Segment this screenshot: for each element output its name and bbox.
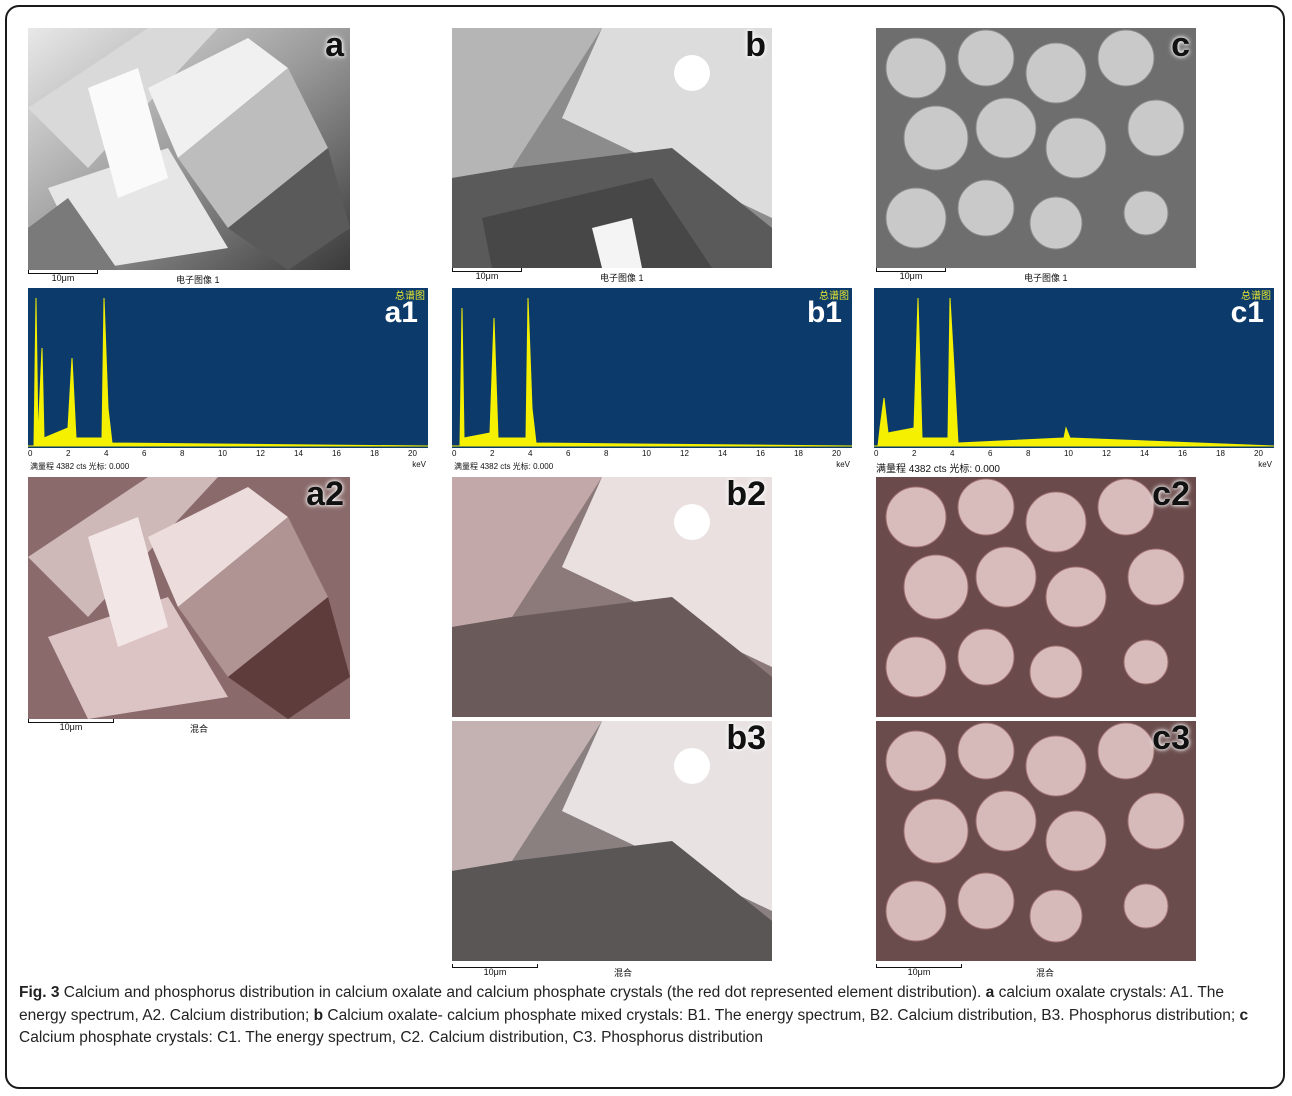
scale-bar-a2: 10μm (28, 719, 114, 733)
x-tick-c1: 0 (874, 449, 879, 458)
x-tick-b1: 14 (718, 449, 727, 458)
x-tick-b1: 0 (452, 449, 457, 458)
x-tick-a1: 18 (370, 449, 379, 458)
x-tick-c1: 10 (1064, 449, 1073, 458)
x-axis-a1: 0 2 4 6 8 10 12 14 16 18 20 (28, 449, 428, 459)
image-caption-b3: 混合 (614, 968, 633, 978)
spectrum-label-a1: a1 (384, 296, 418, 329)
scale-bar-a: 10μm (28, 270, 98, 284)
image-caption-a2: 混合 (190, 724, 209, 734)
x-tick-a1: 14 (294, 449, 303, 458)
scale-bar-c: 10μm (876, 268, 946, 282)
sem-image-a2: a2 (28, 477, 350, 719)
x-tick-b1: 16 (756, 449, 765, 458)
spectrum-c1: 总谱图 c1 0 2 4 6 8 10 12 14 16 18 20 满量程 4382 cts 光标… (874, 288, 1274, 475)
image-caption-c3: 混合 (1036, 968, 1055, 978)
x-tick-a1: 0 (28, 449, 33, 458)
spectrum-label-c1: c1 (1230, 296, 1264, 329)
x-tick-c1: 18 (1216, 449, 1225, 458)
status-a1: 满量程 4382 cts 光标: 0.000 (30, 462, 130, 471)
panel-label-a2: a2 (306, 477, 344, 513)
x-tick-b1: 12 (680, 449, 689, 458)
scale-bar-c3: 10μm (876, 964, 962, 978)
figure-number: Fig. 3 (19, 984, 60, 1001)
spectrum-peaks-b1 (452, 297, 852, 447)
spectrum-label-b1: b1 (806, 296, 842, 329)
sem-image-b: b (452, 28, 772, 268)
x-tick-c1: 2 (912, 449, 917, 458)
x-tick-b1: 4 (528, 449, 533, 458)
x-tick-b1: 6 (566, 449, 571, 458)
x-tick-a1: 12 (256, 449, 265, 458)
x-axis-b1: 0 2 4 6 8 10 12 14 16 18 20 (452, 449, 852, 459)
x-tick-c1: 14 (1140, 449, 1149, 458)
sem-image-b2: b2 (452, 477, 772, 717)
spectrum-peaks-c1 (874, 297, 1274, 447)
sem-image-a: a (28, 28, 350, 270)
scale-bar-b3: 10μm (452, 964, 538, 978)
x-tick-a1: 10 (218, 449, 227, 458)
panel-label-a: a (325, 28, 344, 64)
x-tick-b1: 2 (490, 449, 495, 458)
spectrum-peaks-a1 (28, 297, 428, 447)
sem-image-b3: b3 (452, 721, 772, 961)
status-b1: 满量程 4382 cts 光标: 0.000 (454, 462, 554, 471)
x-tick-a1: 20 (408, 449, 417, 458)
x-tick-c1: 12 (1102, 449, 1111, 458)
figure-caption: Fig. 3 Calcium and phosphorus distributi… (19, 984, 1249, 1046)
image-caption-c: 电子图像 1 (1024, 273, 1068, 283)
panel-label-c3: c3 (1152, 721, 1190, 757)
x-tick-c1: 20 (1254, 449, 1263, 458)
status-c1: 满量程 4382 cts 光标: 0.000 (876, 464, 1000, 475)
image-caption-b: 电子图像 1 (600, 273, 644, 283)
x-tick-b1: 18 (794, 449, 803, 458)
x-tick-a1: 4 (104, 449, 109, 458)
panel-label-c2: c2 (1152, 477, 1190, 513)
x-tick-c1: 4 (950, 449, 955, 458)
x-tick-a1: 16 (332, 449, 341, 458)
panel-label-c: c (1171, 28, 1190, 64)
scale-bar-b: 10μm (452, 268, 522, 282)
spectrum-b1: 总谱图 b1 0 2 4 6 8 10 12 14 16 18 20 满量程 4382 cts 光标… (452, 288, 852, 472)
image-caption-a: 电子图像 1 (176, 275, 220, 285)
x-tick-c1: 8 (1026, 449, 1031, 458)
panel-label-b: b (745, 28, 766, 64)
x-tick-a1: 6 (142, 449, 147, 458)
x-tick-c1: 6 (988, 449, 993, 458)
x-tick-c1: 16 (1178, 449, 1187, 458)
x-tick-b1: 10 (642, 449, 651, 458)
x-tick-a1: 8 (180, 449, 185, 458)
x-tick-b1: 8 (604, 449, 609, 458)
sem-image-c2: c2 (876, 477, 1196, 717)
spectrum-a1: 总谱图 a1 0 2 4 6 8 10 12 14 16 18 20 满量程 4382 cts 光标… (28, 288, 428, 472)
x-tick-b1: 20 (832, 449, 841, 458)
x-axis-c1: 0 2 4 6 8 10 12 14 16 18 20 (874, 449, 1274, 459)
sem-image-c3: c3 (876, 721, 1196, 961)
x-tick-a1: 2 (66, 449, 71, 458)
sem-image-c: c (876, 28, 1196, 268)
panel-label-b2: b2 (726, 477, 766, 513)
panel-label-b3: b3 (726, 721, 766, 757)
